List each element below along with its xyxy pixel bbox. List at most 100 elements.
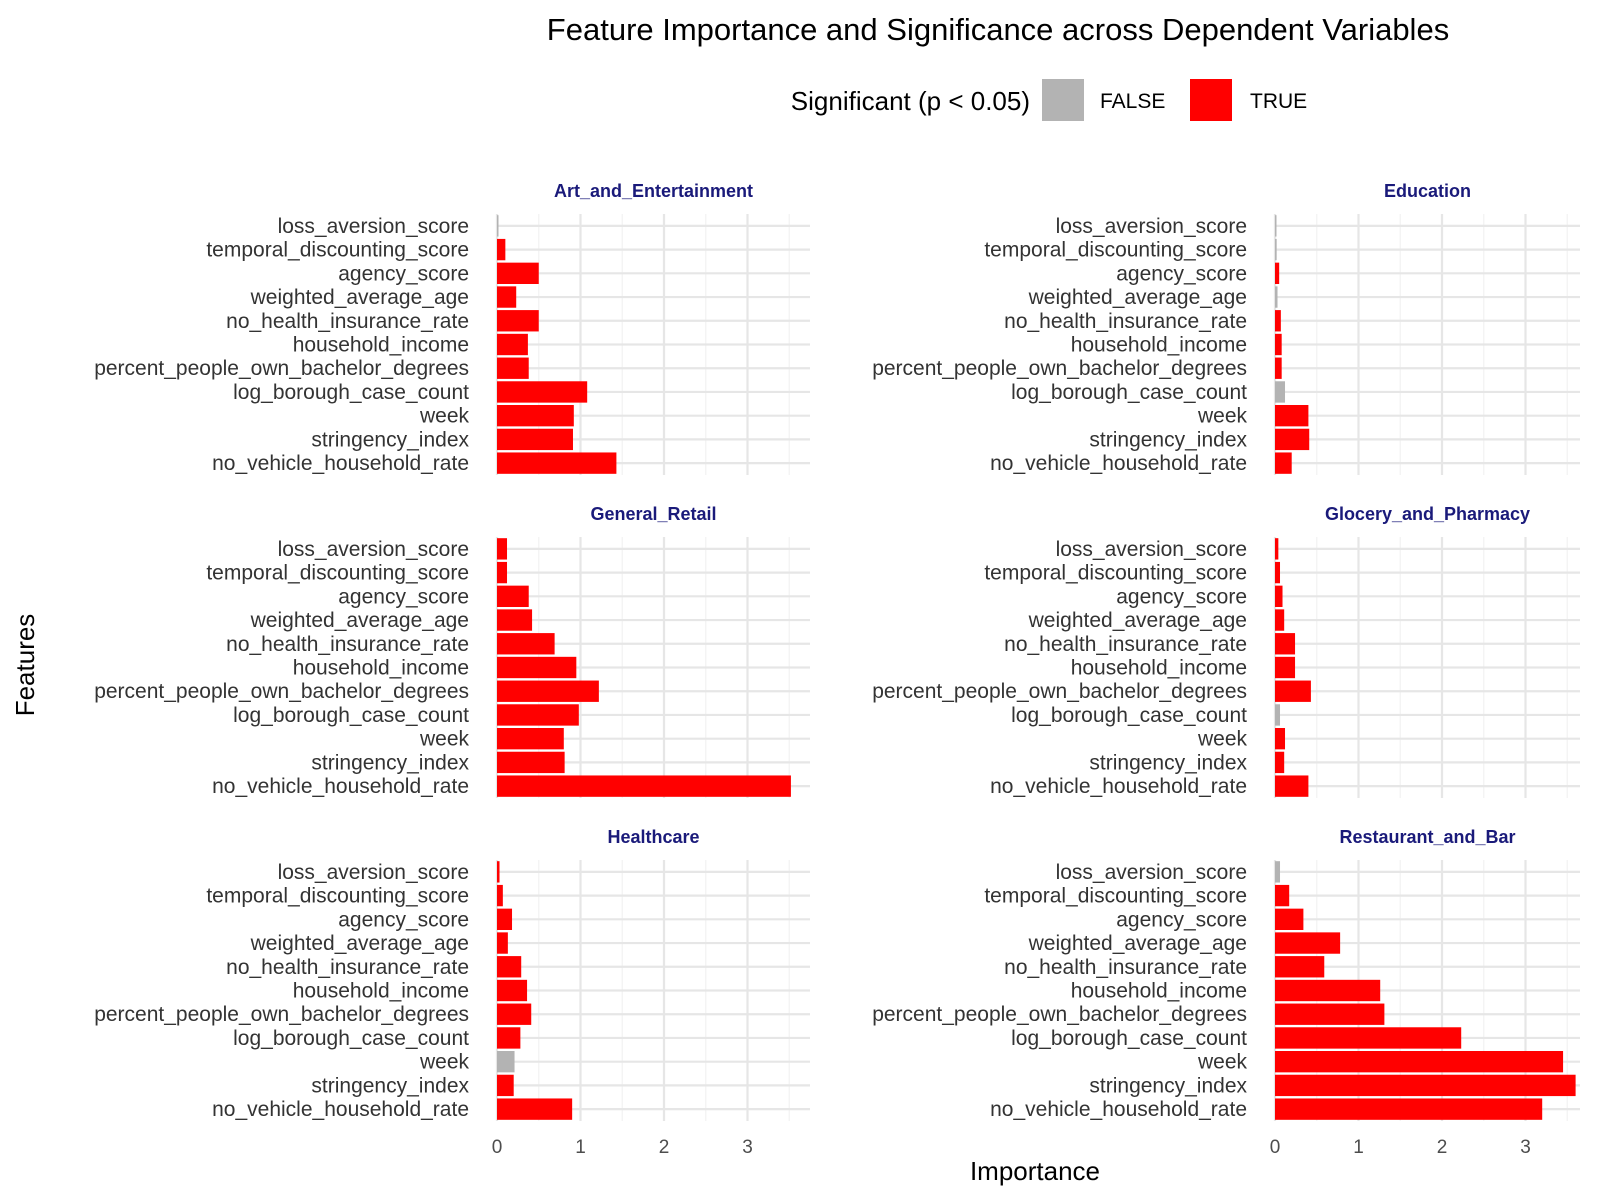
bar [1275, 680, 1311, 702]
feature-label: weighted_average_age [250, 286, 469, 309]
bar [497, 1027, 521, 1049]
feature-label: percent_people_own_bachelor_degrees [94, 680, 469, 703]
facet-title: General_Retail [590, 504, 716, 524]
feature-label: week [1197, 405, 1248, 428]
feature-label: loss_aversion_score [1056, 538, 1247, 561]
bar [497, 633, 555, 655]
feature-label: loss_aversion_score [278, 861, 469, 884]
feature-label: weighted_average_age [250, 932, 469, 955]
feature-label: no_vehicle_household_rate [212, 1098, 469, 1121]
bar [1275, 215, 1277, 237]
x-tick-label: 2 [1437, 1137, 1448, 1158]
feature-label: household_income [293, 657, 469, 680]
bar [1275, 728, 1286, 750]
facet-title: Education [1384, 181, 1471, 201]
facet-title: Art_and_Entertainment [554, 181, 753, 201]
feature-label: loss_aversion_score [278, 538, 469, 561]
feature-label: week [1197, 728, 1248, 751]
facet-panel-5: Restaurant_and_Bar loss_aversion_scoretem… [872, 827, 1580, 1158]
feature-label: log_borough_case_count [233, 1027, 469, 1050]
bar [1275, 775, 1309, 797]
legend-label-false: FALSE [1100, 90, 1165, 113]
bar [1275, 405, 1309, 427]
feature-label: log_borough_case_count [1011, 381, 1247, 404]
bar [497, 405, 574, 427]
feature-label: percent_people_own_bachelor_degrees [94, 357, 469, 380]
legend: Significant (p < 0.05) FALSE TRUE [791, 79, 1307, 121]
feature-label: stringency_index [1089, 428, 1247, 451]
feature-label: log_borough_case_count [1011, 704, 1247, 727]
bar [497, 1074, 514, 1097]
x-tick-label: 1 [1353, 1137, 1364, 1158]
feature-label: agency_score [1116, 908, 1247, 931]
bar [1275, 633, 1296, 655]
feature-label: weighted_average_age [250, 609, 469, 632]
feature-label: no_vehicle_household_rate [990, 775, 1247, 798]
bar [497, 286, 517, 308]
feature-label: no_health_insurance_rate [1004, 310, 1247, 333]
bar [497, 381, 588, 403]
bar [1275, 286, 1278, 308]
x-tick-label: 0 [492, 1137, 503, 1158]
bar [1275, 861, 1281, 883]
feature-label: agency_score [338, 262, 469, 285]
x-tick-label: 0 [1270, 1137, 1281, 1158]
y-axis-title: Features [10, 614, 40, 717]
bar [1275, 1074, 1576, 1097]
bar [497, 333, 528, 356]
x-tick-label: 2 [659, 1137, 670, 1158]
bar [497, 751, 565, 774]
legend-swatch-true [1190, 79, 1232, 121]
bar [497, 656, 577, 679]
feature-label: week [419, 728, 470, 751]
feature-label: percent_people_own_bachelor_degrees [872, 1003, 1247, 1026]
feature-label: weighted_average_age [1028, 286, 1247, 309]
feature-label: agency_score [338, 908, 469, 931]
bar [1275, 1051, 1564, 1073]
feature-label: stringency_index [311, 428, 469, 451]
feature-label: no_health_insurance_rate [1004, 633, 1247, 656]
legend-label-true: TRUE [1250, 90, 1307, 113]
chart-title: Feature Importance and Significance acro… [547, 12, 1449, 47]
bar [497, 680, 599, 702]
bar [1275, 979, 1381, 1002]
feature-label: no_vehicle_household_rate [212, 775, 469, 798]
feature-label: no_vehicle_household_rate [990, 1098, 1247, 1121]
bar [497, 1051, 515, 1073]
bar [1275, 956, 1325, 978]
bar [497, 609, 533, 631]
bar [497, 357, 529, 379]
feature-label: stringency_index [311, 1074, 469, 1097]
bar [1275, 333, 1282, 356]
feature-label: stringency_index [311, 751, 469, 774]
facet-title: Glocery_and_Pharmacy [1325, 504, 1530, 524]
bar [497, 561, 508, 584]
bar [497, 452, 617, 474]
x-tick-label: 3 [742, 1137, 753, 1158]
bar [497, 538, 508, 560]
bar [497, 979, 528, 1002]
bar [497, 585, 529, 607]
facet-panel-3: Glocery_and_Pharmacy loss_aversion_scoret… [872, 504, 1580, 798]
feature-label: week [1197, 1051, 1248, 1074]
feature-label: weighted_average_age [1028, 609, 1247, 632]
bar [1275, 357, 1282, 379]
bar [497, 932, 508, 954]
bar [1275, 381, 1286, 403]
bar [1275, 884, 1290, 907]
facet-panel-1: Education loss_aversion_scoretemporal_dis… [872, 181, 1580, 475]
bar [497, 1003, 532, 1025]
bar [497, 1098, 573, 1120]
feature-label: loss_aversion_score [1056, 215, 1247, 238]
bar [1275, 452, 1292, 474]
bar [1275, 609, 1285, 631]
feature-label: temporal_discounting_score [984, 885, 1247, 908]
feature-label: temporal_discounting_score [206, 239, 469, 262]
feature-label: agency_score [1116, 585, 1247, 608]
legend-swatch-false [1042, 79, 1084, 121]
facet-panel-4: Healthcare loss_aversion_scoretemporal_di… [94, 827, 810, 1158]
bar [1275, 428, 1310, 451]
bar [1275, 538, 1279, 560]
bar [1275, 908, 1304, 930]
